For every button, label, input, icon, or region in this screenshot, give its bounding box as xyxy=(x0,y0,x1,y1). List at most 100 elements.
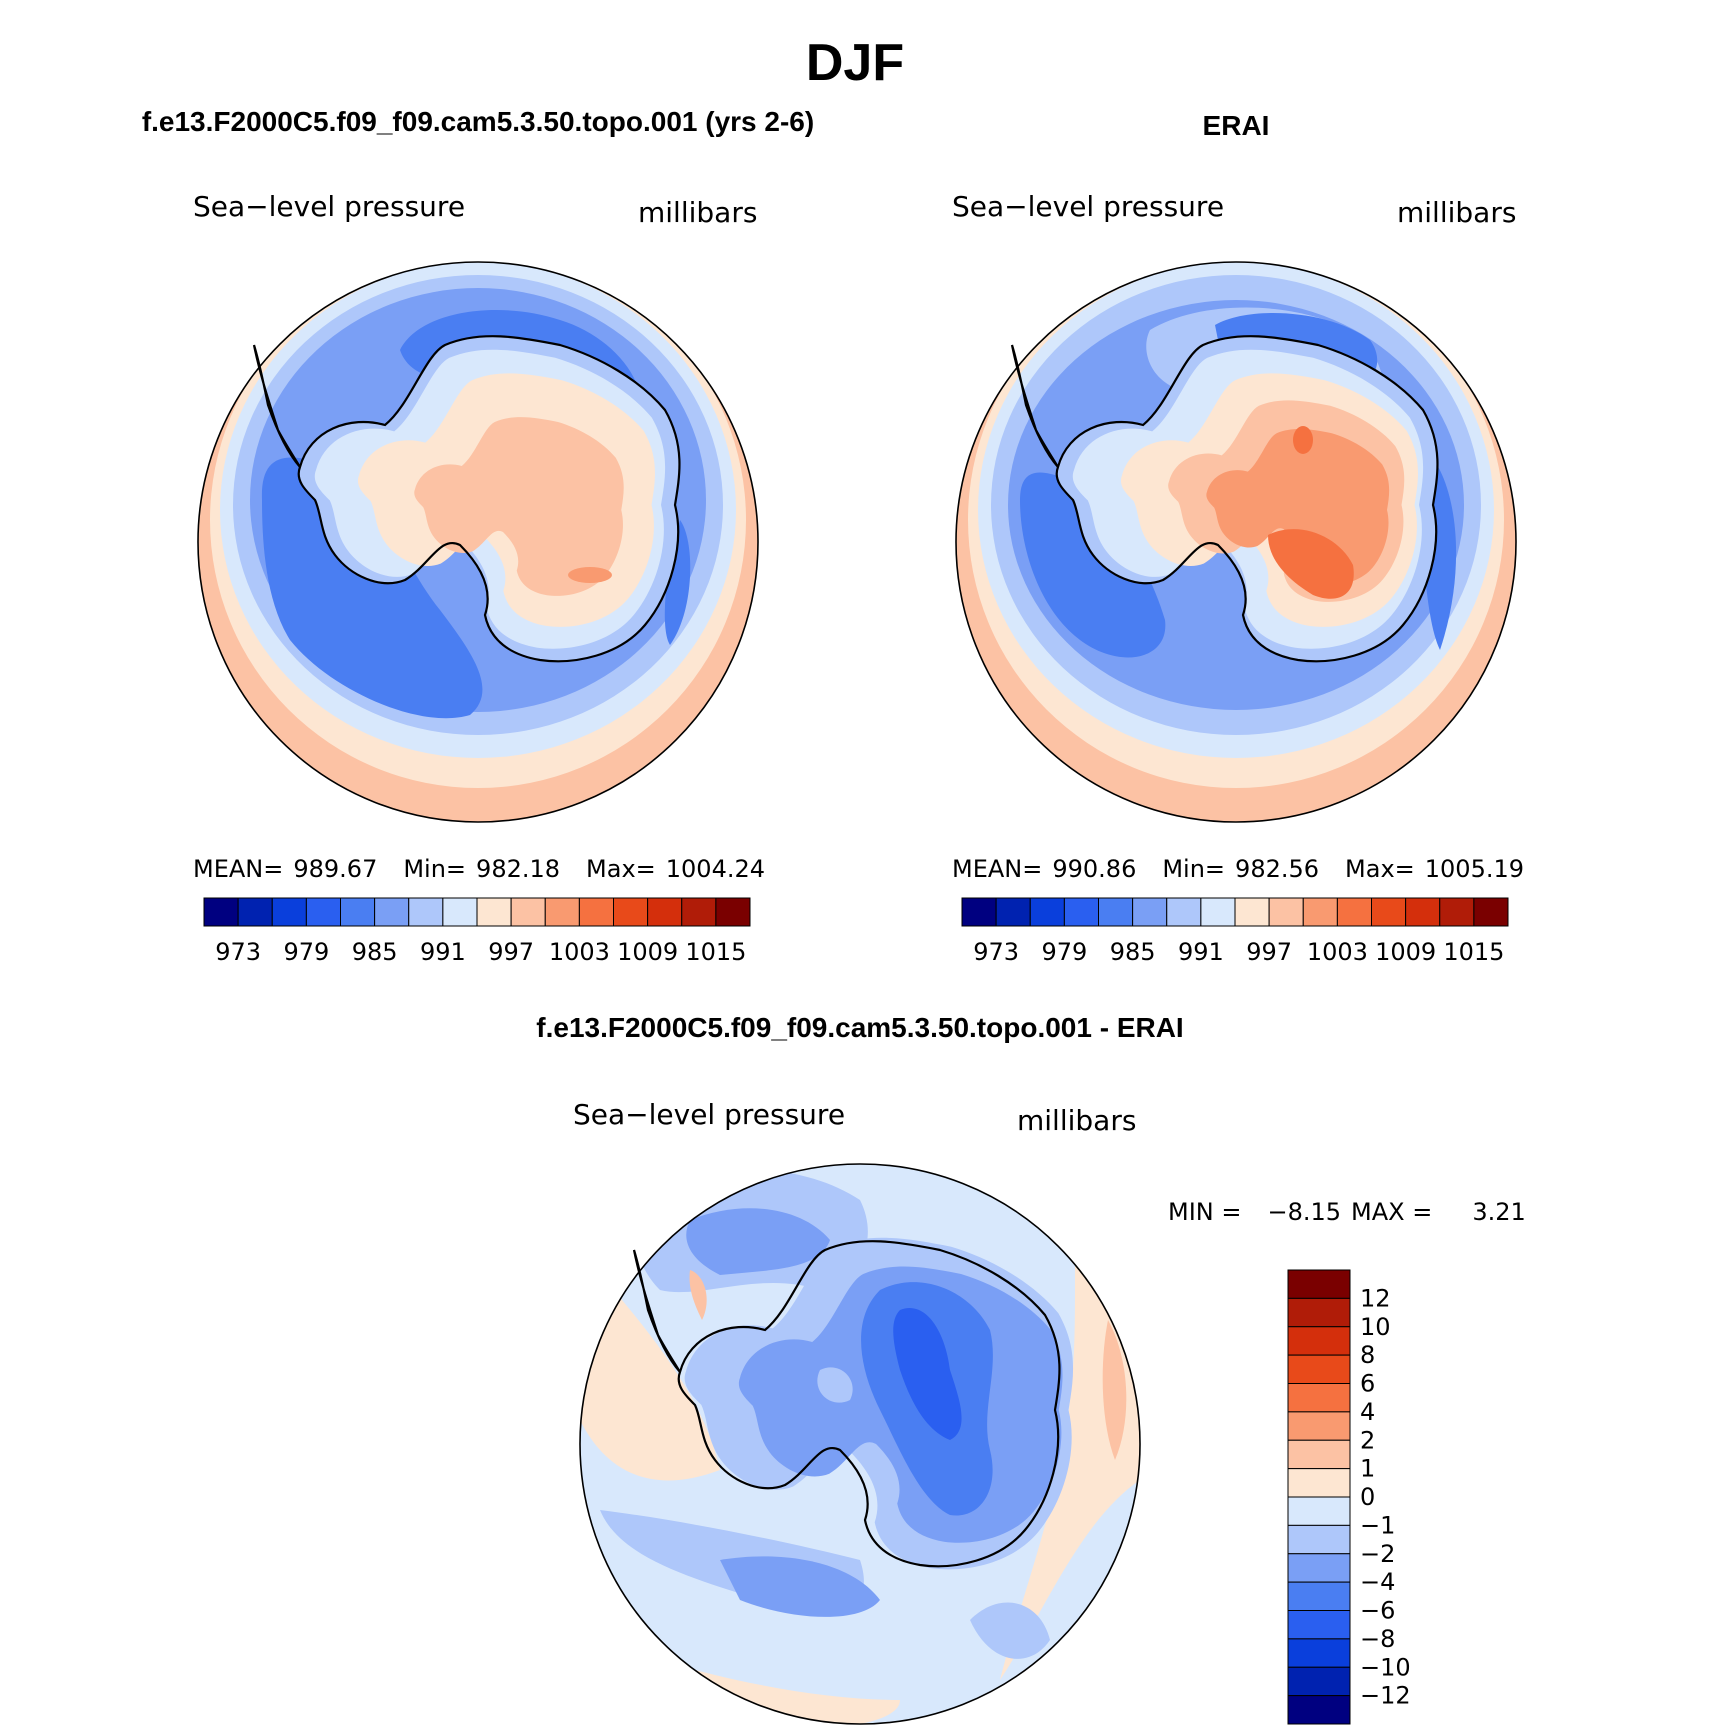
panel-obs-colorbar: 973 979 985 991 997 1003 1009 1015 xyxy=(961,897,1509,966)
colorbar-swatch xyxy=(1132,897,1168,927)
colorbar-swatch xyxy=(715,897,751,927)
colorbar-tick-label: 6 xyxy=(1360,1370,1375,1398)
panel-model-colorbar: 973 979 985 991 997 1003 1009 1015 xyxy=(203,897,751,966)
colorbar-tick-label: 979 xyxy=(283,938,329,966)
colorbar-swatch xyxy=(1287,1439,1351,1470)
panel-obs-map-border xyxy=(955,261,1517,823)
panel-obs-stats: MEAN= 990.86 Min= 982.56 Max= 1005.19 xyxy=(952,855,1524,883)
colorbar-tick-label: 1 xyxy=(1360,1455,1375,1483)
panel-model-variable: Sea−level pressure xyxy=(193,190,465,223)
colorbar-swatch xyxy=(1287,1354,1351,1384)
colorbar-swatch xyxy=(1336,897,1372,927)
panel-diff-units: millibars xyxy=(1017,1104,1136,1137)
colorbar-tick-label: 973 xyxy=(215,938,261,966)
colorbar-swatch xyxy=(681,897,717,927)
panel-obs-map xyxy=(956,262,1516,822)
colorbar-tick-label: 1003 xyxy=(549,938,610,966)
colorbar-tick-label: −10 xyxy=(1360,1653,1411,1681)
colorbar-swatch xyxy=(1287,1269,1351,1299)
colorbar-tick-label: 8 xyxy=(1360,1341,1375,1369)
colorbar-swatch xyxy=(510,897,546,927)
colorbar-tick-label: 10 xyxy=(1360,1313,1391,1341)
colorbar-swatch xyxy=(408,897,444,927)
colorbar-tick-label: 2 xyxy=(1360,1426,1375,1454)
colorbar-swatch xyxy=(1287,1496,1351,1526)
colorbar-tick-label: 1009 xyxy=(617,938,678,966)
colorbar-swatch xyxy=(1287,1297,1351,1328)
colorbar-tick-label: 1003 xyxy=(1307,938,1368,966)
colorbar-swatch xyxy=(1268,897,1304,927)
colorbar-swatch xyxy=(1234,897,1270,927)
colorbar-tick-label: 1009 xyxy=(1375,938,1436,966)
colorbar-swatch xyxy=(1287,1383,1351,1413)
colorbar-swatch xyxy=(1287,1581,1351,1611)
panel-model-map xyxy=(198,262,758,822)
panel-model-map-border xyxy=(197,261,759,823)
colorbar-swatch xyxy=(1287,1638,1351,1668)
colorbar-swatch xyxy=(1029,897,1065,927)
panel-model-case-title: f.e13.F2000C5.f09_f09.cam5.3.50.topo.001… xyxy=(142,106,814,137)
colorbar-swatch xyxy=(1287,1524,1351,1555)
colorbar-tick-label: −8 xyxy=(1360,1625,1395,1653)
colorbar-swatch xyxy=(1287,1326,1351,1356)
colorbar-swatch xyxy=(1473,897,1509,927)
colorbar-tick-label: −12 xyxy=(1360,1682,1411,1710)
colorbar-swatch xyxy=(1287,1468,1351,1498)
colorbar-swatch xyxy=(1200,897,1236,927)
colorbar-tick-label: 4 xyxy=(1360,1398,1375,1426)
colorbar-swatch xyxy=(1287,1610,1351,1640)
colorbar-swatch xyxy=(476,897,512,927)
panel-obs-variable: Sea−level pressure xyxy=(952,190,1224,223)
panel-diff: f.e13.F2000C5.f09_f09.cam5.3.50.topo.001… xyxy=(536,1012,1526,1725)
colorbar-tick-label: 985 xyxy=(352,938,398,966)
colorbar-tick-label: 997 xyxy=(1246,938,1292,966)
colorbar-swatch xyxy=(578,897,614,927)
colorbar-swatch xyxy=(1063,897,1099,927)
colorbar-tick-label: −6 xyxy=(1360,1597,1395,1625)
colorbar-tick-label: 991 xyxy=(420,938,466,966)
panel-model-units: millibars xyxy=(638,196,757,229)
colorbar-swatch xyxy=(1439,897,1475,927)
colorbar-swatch xyxy=(1287,1666,1351,1697)
colorbar-swatch xyxy=(374,897,410,927)
colorbar-tick-label: 973 xyxy=(973,938,1019,966)
panel-obs-case-title: ERAI xyxy=(1203,110,1270,141)
colorbar-tick-label: 1015 xyxy=(685,938,746,966)
panel-diff-case-title: f.e13.F2000C5.f09_f09.cam5.3.50.topo.001… xyxy=(536,1012,1183,1043)
colorbar-tick-label: 1015 xyxy=(1443,938,1504,966)
panel-model-stats: MEAN= 989.67 Min= 982.18 Max= 1004.24 xyxy=(193,855,765,883)
panel-diff-map-border xyxy=(579,1163,1141,1725)
figure-title: DJF xyxy=(806,34,904,92)
colorbar-swatch xyxy=(613,897,649,927)
colorbar-swatch xyxy=(1371,897,1407,927)
colorbar-swatch xyxy=(1287,1695,1351,1725)
panel-obs-units: millibars xyxy=(1397,196,1516,229)
colorbar-swatch xyxy=(544,897,580,927)
colorbar-swatch xyxy=(305,897,341,927)
panel-diff-variable: Sea−level pressure xyxy=(573,1098,845,1131)
colorbar-swatch xyxy=(1302,897,1338,927)
colorbar-swatch xyxy=(271,897,307,927)
panel-diff-stats: MIN = −8.15 MAX = 3.21 xyxy=(1168,1198,1526,1226)
colorbar-swatch xyxy=(237,897,273,927)
colorbar-swatch xyxy=(961,897,997,927)
colorbar-tick-label: −1 xyxy=(1360,1511,1395,1539)
colorbar-swatch xyxy=(203,897,239,927)
colorbar-tick-label: 0 xyxy=(1360,1483,1375,1511)
colorbar-tick-label: −2 xyxy=(1360,1540,1395,1568)
colorbar-swatch xyxy=(1287,1553,1351,1583)
panel-model: f.e13.F2000C5.f09_f09.cam5.3.50.topo.001… xyxy=(142,106,814,966)
colorbar-tick-label: −4 xyxy=(1360,1568,1395,1596)
colorbar-swatch xyxy=(1287,1411,1351,1441)
colorbar-swatch xyxy=(1405,897,1441,927)
colorbar-swatch xyxy=(1098,897,1134,927)
colorbar-swatch xyxy=(647,897,683,927)
colorbar-swatch xyxy=(340,897,376,927)
colorbar-swatch xyxy=(995,897,1031,927)
panel-obs: ERAI Sea−level pressure millibars xyxy=(952,110,1524,966)
colorbar-tick-label: 12 xyxy=(1360,1284,1391,1312)
colorbar-tick-label: 985 xyxy=(1110,938,1156,966)
colorbar-tick-label: 979 xyxy=(1041,938,1087,966)
